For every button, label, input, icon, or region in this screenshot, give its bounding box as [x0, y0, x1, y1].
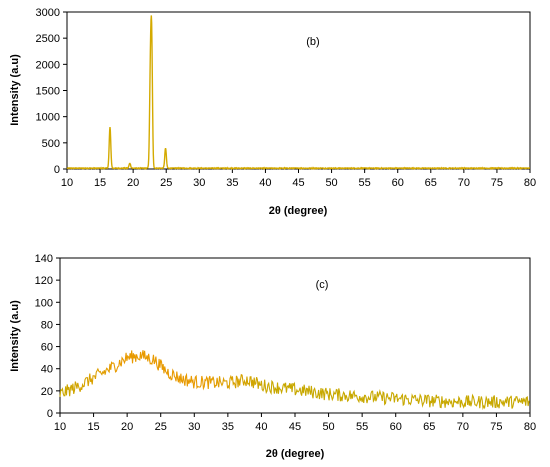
panel-label-c: (c) — [316, 279, 329, 291]
x-axis-label-c: 2θ (degree) — [266, 448, 325, 460]
y-tick-label-c: 0 — [47, 408, 53, 420]
y-axis-label-c: Intensity (a.u) — [9, 300, 21, 372]
x-tick-label-b: 40 — [259, 177, 271, 189]
y-tick-label-c: 140 — [35, 253, 53, 265]
x-tick-label-c: 25 — [155, 421, 167, 433]
chart-c: 0 20 40 60 80 100 120 140 10 15 20 25 30 35 40 45 50 55 6… — [9, 253, 536, 460]
y-tick-label-b: 1000 — [36, 112, 60, 124]
x-tick-label-b: 65 — [425, 177, 437, 189]
y-tick-label-c: 20 — [41, 386, 53, 398]
x-tick-label-b: 80 — [524, 177, 536, 189]
panel-label-b: (b) — [306, 36, 319, 48]
x-tick-label-c: 30 — [188, 421, 200, 433]
x-tick-label-c: 10 — [54, 421, 66, 433]
y-tick-label-b: 0 — [54, 164, 60, 176]
x-tick-label-b: 25 — [160, 177, 172, 189]
x-tick-label-b: 15 — [94, 177, 106, 189]
x-tick-label-b: 10 — [61, 177, 73, 189]
x-tick-label-b: 50 — [325, 177, 337, 189]
x-tick-label-b: 70 — [458, 177, 470, 189]
y-tick-label-c: 100 — [35, 297, 53, 309]
x-ticks-b: 10 15 20 25 30 35 40 45 50 55 60 65 70 75 80 — [61, 169, 536, 189]
x-tick-label-c: 40 — [255, 421, 267, 433]
x-tick-label-c: 50 — [322, 421, 334, 433]
y-tick-label-c: 120 — [35, 275, 53, 287]
series-line-c — [59, 350, 530, 411]
x-tick-label-c: 55 — [356, 421, 368, 433]
y-tick-label-c: 40 — [41, 364, 53, 376]
x-tick-label-c: 20 — [121, 421, 133, 433]
x-tick-label-b: 45 — [292, 177, 304, 189]
x-tick-label-c: 80 — [524, 421, 536, 433]
y-axis-label-b: Intensity (a.u) — [9, 54, 21, 126]
y-tick-label-b: 2500 — [36, 33, 60, 45]
y-tick-label-b: 500 — [42, 138, 60, 150]
plot-area-b — [66, 11, 531, 170]
x-ticks-c: 10 15 20 25 30 35 40 45 50 55 60 65 70 75 80 — [54, 413, 536, 433]
x-tick-label-c: 45 — [289, 421, 301, 433]
x-tick-label-b: 35 — [226, 177, 238, 189]
y-tick-label-c: 80 — [41, 319, 53, 331]
x-tick-label-c: 65 — [423, 421, 435, 433]
x-axis-label-b: 2θ (degree) — [269, 205, 328, 217]
y-tick-label-b: 3000 — [36, 7, 60, 19]
series-line-b — [66, 15, 531, 171]
x-tick-label-c: 15 — [87, 421, 99, 433]
y-tick-label-c: 60 — [41, 342, 53, 354]
x-tick-label-b: 30 — [193, 177, 205, 189]
y-tick-label-b: 1500 — [36, 86, 60, 98]
y-tick-label-b: 2000 — [36, 59, 60, 71]
chart-b: 0 500 1000 1500 2000 2500 3000 10 15 20 25 30 35 40 4… — [9, 7, 536, 217]
x-tick-label-c: 70 — [457, 421, 469, 433]
x-tick-label-b: 55 — [359, 177, 371, 189]
y-ticks-c: 0 20 40 60 80 100 120 140 — [35, 253, 60, 420]
x-tick-label-c: 35 — [222, 421, 234, 433]
x-tick-label-b: 60 — [392, 177, 404, 189]
x-tick-label-b: 75 — [491, 177, 503, 189]
x-tick-label-b: 20 — [127, 177, 139, 189]
y-ticks-b: 0 500 1000 1500 2000 2500 3000 — [36, 7, 67, 176]
x-tick-label-c: 75 — [490, 421, 502, 433]
x-tick-label-c: 60 — [390, 421, 402, 433]
